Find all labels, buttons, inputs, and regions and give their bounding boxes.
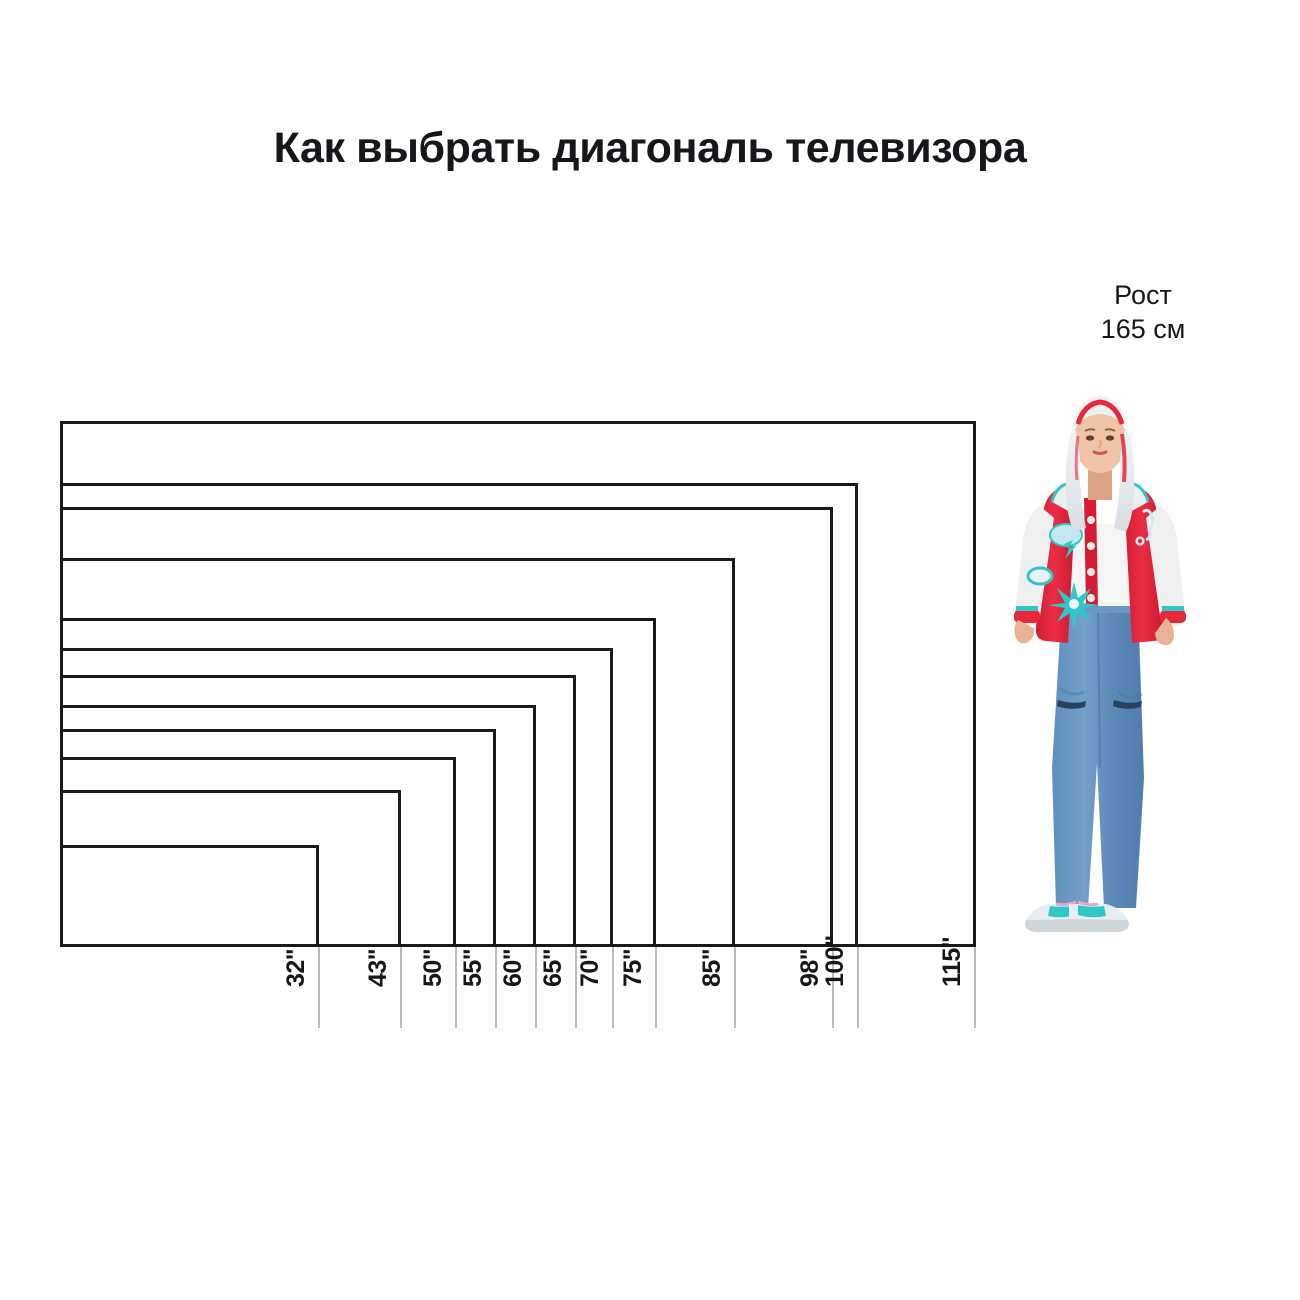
size-label-75in: 75" [619, 948, 647, 987]
starburst-patch [1048, 582, 1100, 629]
extension-line-60in [535, 947, 537, 1028]
person-height-label: Рост [1114, 280, 1172, 310]
person-head [1065, 396, 1135, 532]
size-label-70in: 70" [576, 948, 604, 987]
size-label-100in: 100" [821, 935, 849, 987]
extension-line-115in [974, 947, 976, 1028]
size-label-55in: 55" [459, 948, 487, 987]
extension-line-100in [857, 947, 859, 1028]
size-label-85in: 85" [698, 948, 726, 987]
page-title: Как выбрать диагональ телевизора [273, 124, 1027, 172]
extension-line-43in [400, 947, 402, 1028]
person-jeans [1052, 601, 1144, 908]
person-jacket [1014, 480, 1186, 643]
size-label-43in: 43" [364, 948, 392, 987]
extension-line-55in [495, 947, 497, 1028]
extension-line-98in [832, 947, 834, 1028]
extension-line-65in [575, 947, 577, 1028]
size-label-115in: 115" [938, 936, 966, 987]
person-hands [1014, 618, 1174, 646]
size-label-60in: 60" [499, 948, 527, 987]
person-illustration [1014, 396, 1186, 932]
person-height-value: 165 см [1100, 314, 1186, 344]
extension-line-50in [455, 947, 457, 1028]
extension-line-75in [655, 947, 657, 1028]
size-label-32in: 32" [282, 948, 310, 987]
size-label-50in: 50" [419, 948, 447, 987]
size-label-65in: 65" [539, 948, 567, 987]
extension-line-32in [318, 947, 320, 1028]
tv-rect-32in [60, 845, 319, 947]
extension-line-85in [734, 947, 736, 1028]
person-height-caption: Рост 165 см [1058, 278, 1228, 346]
extension-line-70in [612, 947, 614, 1028]
person-shoes [1025, 900, 1129, 932]
